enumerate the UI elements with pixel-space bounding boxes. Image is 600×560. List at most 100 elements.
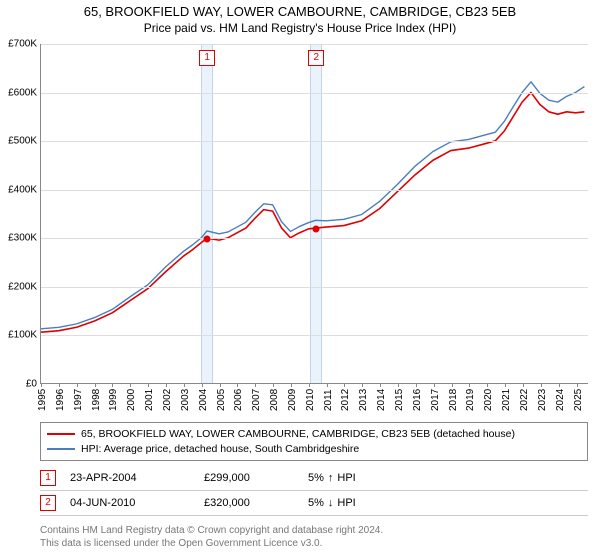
gridline-h: [41, 141, 588, 142]
sale-price: £320,000: [204, 497, 294, 509]
x-tick: [148, 383, 149, 387]
x-tick-label: 2018: [448, 389, 459, 411]
title-line-1: 65, BROOKFIELD WAY, LOWER CAMBOURNE, CAM…: [0, 4, 600, 21]
gridline-h: [41, 238, 588, 239]
series-line-hpi: [41, 82, 584, 329]
attribution: Contains HM Land Registry data © Crown c…: [40, 524, 588, 550]
x-tick-label: 1996: [55, 389, 66, 411]
x-tick-label: 2009: [287, 389, 298, 411]
x-tick: [291, 383, 292, 387]
x-tick: [255, 383, 256, 387]
x-tick-label: 2012: [340, 389, 351, 411]
x-tick: [327, 383, 328, 387]
legend-swatch-price-paid: [47, 433, 75, 435]
x-tick-label: 2017: [430, 389, 441, 411]
sale-delta: 5% ↓ HPI: [308, 497, 418, 509]
sale-index-badge: 1: [40, 470, 56, 486]
x-tick-label: 2020: [483, 389, 494, 411]
x-tick: [452, 383, 453, 387]
x-tick-label: 1999: [108, 389, 119, 411]
x-tick-label: 2007: [251, 389, 262, 411]
x-tick: [41, 383, 42, 387]
chart-svg: [41, 44, 588, 383]
x-tick-label: 2024: [555, 389, 566, 411]
sale-marker-dot: [313, 225, 320, 232]
legend-row-hpi: HPI: Average price, detached house, Sout…: [47, 442, 581, 457]
legend-label-price-paid: 65, BROOKFIELD WAY, LOWER CAMBOURNE, CAM…: [81, 427, 515, 442]
x-tick: [184, 383, 185, 387]
sale-date: 23-APR-2004: [70, 472, 190, 484]
sale-index-badge: 2: [40, 495, 56, 511]
x-tick-label: 2015: [394, 389, 405, 411]
sales-row: 2 04-JUN-2010 £320,000 5% ↓ HPI: [40, 491, 588, 516]
gridline-h: [41, 44, 588, 45]
x-tick: [505, 383, 506, 387]
x-tick-label: 2016: [412, 389, 423, 411]
sale-date: 04-JUN-2010: [70, 497, 190, 509]
x-tick: [469, 383, 470, 387]
x-tick: [541, 383, 542, 387]
x-tick: [398, 383, 399, 387]
sale-price: £299,000: [204, 472, 294, 484]
x-tick-label: 2019: [465, 389, 476, 411]
x-tick-label: 2002: [162, 389, 173, 411]
x-tick-label: 1998: [91, 389, 102, 411]
x-tick: [344, 383, 345, 387]
x-tick-label: 2023: [537, 389, 548, 411]
sale-delta: 5% ↑ HPI: [308, 472, 418, 484]
sales-row: 1 23-APR-2004 £299,000 5% ↑ HPI: [40, 466, 588, 491]
x-tick: [77, 383, 78, 387]
chart-area: £0£100K£200K£300K£400K£500K£600K£700K199…: [40, 44, 588, 384]
title-line-2: Price paid vs. HM Land Registry's House …: [0, 21, 600, 37]
x-tick: [523, 383, 524, 387]
gridline-h: [41, 287, 588, 288]
x-tick-label: 2003: [180, 389, 191, 411]
sale-badge: 1: [199, 50, 215, 66]
x-tick-label: 2014: [376, 389, 387, 411]
attribution-line-2: This data is licensed under the Open Gov…: [40, 537, 588, 550]
attribution-line-1: Contains HM Land Registry data © Crown c…: [40, 524, 588, 537]
x-tick: [559, 383, 560, 387]
legend: 65, BROOKFIELD WAY, LOWER CAMBOURNE, CAM…: [40, 422, 588, 461]
x-tick-label: 2010: [305, 389, 316, 411]
arrow-icon: ↓: [328, 497, 334, 509]
x-tick-label: 2006: [233, 389, 244, 411]
gridline-h: [41, 335, 588, 336]
series-line-price_paid: [41, 92, 584, 332]
x-tick: [380, 383, 381, 387]
y-tick-label: £300K: [8, 233, 37, 244]
arrow-icon: ↑: [328, 472, 334, 484]
sales-table: 1 23-APR-2004 £299,000 5% ↑ HPI 2 04-JUN-2010…: [40, 466, 588, 516]
x-tick: [577, 383, 578, 387]
page: 65, BROOKFIELD WAY, LOWER CAMBOURNE, CAM…: [0, 0, 600, 560]
x-tick: [416, 383, 417, 387]
x-tick: [59, 383, 60, 387]
y-tick-label: £200K: [8, 281, 37, 292]
x-tick: [95, 383, 96, 387]
x-tick-label: 2008: [269, 389, 280, 411]
x-tick-label: 2021: [501, 389, 512, 411]
sale-badge: 2: [308, 50, 324, 66]
x-tick: [112, 383, 113, 387]
y-tick-label: £400K: [8, 184, 37, 195]
y-tick-label: £0: [26, 379, 37, 390]
y-tick-label: £100K: [8, 330, 37, 341]
x-tick: [309, 383, 310, 387]
legend-label-hpi: HPI: Average price, detached house, Sout…: [81, 442, 359, 457]
x-tick-label: 1997: [73, 389, 84, 411]
x-tick: [362, 383, 363, 387]
y-tick-label: £600K: [8, 87, 37, 98]
x-tick-label: 2013: [358, 389, 369, 411]
x-tick: [487, 383, 488, 387]
x-tick-label: 2011: [323, 389, 334, 411]
x-tick: [166, 383, 167, 387]
x-tick-label: 2004: [198, 389, 209, 411]
title-block: 65, BROOKFIELD WAY, LOWER CAMBOURNE, CAM…: [0, 0, 600, 36]
x-tick: [434, 383, 435, 387]
legend-row-price-paid: 65, BROOKFIELD WAY, LOWER CAMBOURNE, CAM…: [47, 427, 581, 442]
x-tick-label: 2025: [573, 389, 584, 411]
y-tick-label: £500K: [8, 136, 37, 147]
gridline-h: [41, 93, 588, 94]
gridline-h: [41, 190, 588, 191]
x-tick: [202, 383, 203, 387]
